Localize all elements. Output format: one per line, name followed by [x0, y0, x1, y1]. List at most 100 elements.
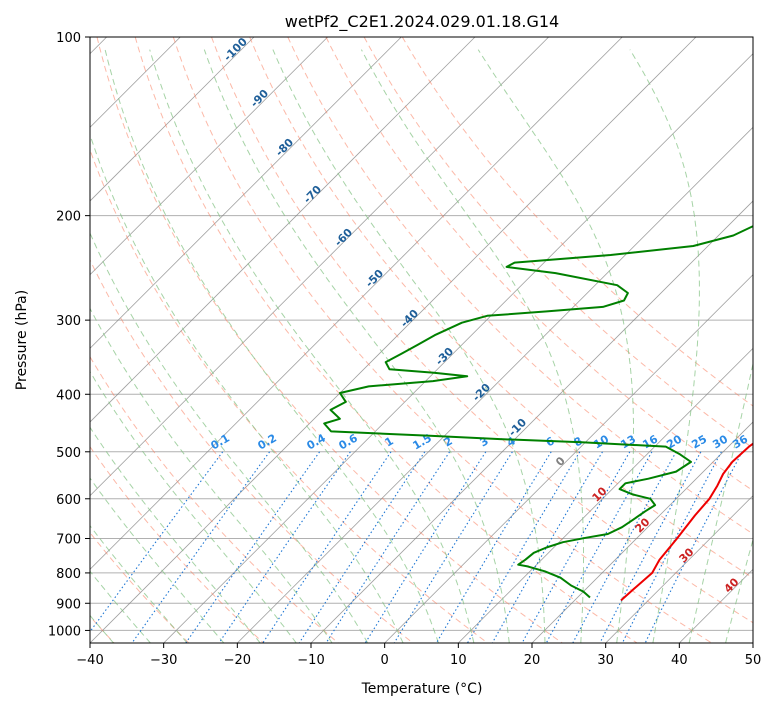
moist-adiabat-line [90, 477, 225, 643]
dry-adiabat-line [249, 37, 753, 579]
moist-adiabat-lines [90, 49, 753, 643]
mixing-ratio-line [599, 451, 702, 643]
isotherm-line [752, 642, 753, 643]
moist-adiabat-line [104, 49, 439, 643]
mixing-ratio-lines [90, 451, 743, 643]
dry-adiabat-line [90, 258, 414, 643]
y-tick-label: 200 [56, 210, 81, 225]
isotherm-line [605, 495, 753, 643]
plot-area: -100-90-80-70-60-50-40-30-20-10010203040… [90, 35, 753, 643]
dry-adiabat-line [96, 37, 563, 643]
moist-adiabat-line [90, 231, 369, 643]
moist-adiabat-line [149, 49, 475, 643]
mixing-ratio-label: 1 [383, 434, 396, 449]
y-tick-label: 700 [56, 533, 81, 548]
moist-adiabat-line [90, 307, 333, 643]
mixing-ratio-label: 0.2 [256, 431, 279, 452]
dry-adiabat-line [90, 445, 264, 643]
isotherm-line [531, 421, 753, 643]
dry-adiabat-label: -90 [248, 87, 271, 110]
dry-adiabat-label: -60 [332, 226, 355, 249]
dry-adiabat-label: -100 [221, 35, 250, 64]
dry-adiabat-line [172, 37, 712, 643]
y-tick-label: 800 [56, 567, 81, 582]
mixing-ratio-line [467, 451, 581, 643]
moist-adiabat-line [90, 524, 188, 643]
temperature-profile-line [620, 442, 753, 602]
mixing-ratio-line [435, 451, 552, 643]
mixing-ratio-label: 3 [478, 434, 491, 449]
isotherm-lines [90, 37, 753, 643]
dry-adiabat-line [401, 37, 753, 407]
moist-adiabat-line [477, 49, 634, 643]
y-tick-label: 100 [56, 31, 81, 46]
x-tick-label: −40 [76, 653, 103, 668]
mixing-ratio-line [218, 451, 351, 643]
x-tick-label: 40 [671, 653, 688, 668]
x-tick-label: 0 [381, 653, 389, 668]
dry-adiabat-line [211, 37, 753, 624]
mixing-ratio-label: 25 [689, 433, 709, 452]
y-axis-label: Pressure (hPa) [14, 290, 30, 390]
mixing-ratio-line [185, 451, 321, 643]
mixing-ratio-line [545, 451, 653, 643]
dry-adiabat-label: -30 [433, 345, 456, 368]
mixing-ratio-line [572, 451, 677, 643]
x-tick-label: 50 [745, 653, 762, 668]
dry-adiabat-line [287, 37, 753, 535]
mixing-ratio-line [262, 451, 392, 643]
mixing-ratio-line [325, 451, 451, 643]
moist-adiabat-line [272, 49, 546, 643]
moist-adiabat-line [203, 49, 510, 643]
mixing-ratio-line [298, 451, 426, 643]
dry-adiabat-label: -70 [301, 183, 324, 206]
dry-adiabat-label: -20 [470, 381, 493, 404]
isotherm-line [90, 37, 328, 276]
line-labels: -100-90-80-70-60-50-40-30-20-10010203040… [209, 35, 751, 596]
dewpoint-profile-line [323, 225, 753, 599]
x-tick-label: 10 [450, 653, 467, 668]
isotherm-line [90, 37, 697, 643]
x-tick-label: −30 [150, 653, 177, 668]
moist-adiabat-label: 30 [677, 545, 697, 565]
x-tick-label: 20 [524, 653, 541, 668]
y-tick-label: 1000 [48, 624, 81, 639]
x-tick-label: −10 [297, 653, 324, 668]
mixing-ratio-label: 0.6 [337, 431, 361, 452]
mixing-ratio-label: 30 [710, 432, 730, 451]
mixing-ratio-line [521, 451, 631, 643]
moist-adiabat-line [688, 361, 753, 643]
mixing-ratio-label: 10 [591, 432, 611, 451]
isotherm-line [90, 37, 255, 202]
profile-lines [323, 225, 753, 602]
y-tick-label: 500 [56, 446, 81, 461]
isotherm-line [90, 37, 549, 497]
isotherm-line [237, 126, 753, 643]
moist-adiabat-line [90, 426, 261, 643]
moist-adiabat-line [629, 49, 700, 643]
moist-adiabat-line [90, 370, 297, 643]
isotherm-line [90, 37, 476, 423]
isotherm-line [384, 274, 753, 643]
isotherm-line [458, 347, 753, 643]
y-tick-label: 900 [56, 597, 81, 612]
x-tick-label: 30 [597, 653, 614, 668]
dry-adiabat-line [90, 355, 339, 643]
mixing-ratio-label: 13 [618, 433, 638, 452]
isotherm-line [310, 200, 753, 643]
moist-adiabat-line [725, 538, 753, 643]
x-axis-label: Temperature (°C) [361, 681, 483, 697]
y-tick-label: 600 [56, 493, 81, 508]
dry-adiabat-label: -40 [398, 307, 421, 330]
mixing-ratio-line [364, 451, 487, 643]
moist-adiabat-label: 10 [590, 484, 610, 504]
dry-adiabat-label: -50 [363, 267, 386, 290]
moist-adiabat-line [90, 570, 151, 643]
y-tick-label: 400 [56, 388, 81, 403]
chart-title: wetPf2_C2E1.2024.029.01.18.G14 [285, 12, 559, 32]
y-tick-label: 300 [56, 314, 81, 329]
moist-adiabat-line [360, 49, 584, 643]
plot-frame [89, 36, 754, 644]
dry-adiabat-line [363, 37, 753, 449]
